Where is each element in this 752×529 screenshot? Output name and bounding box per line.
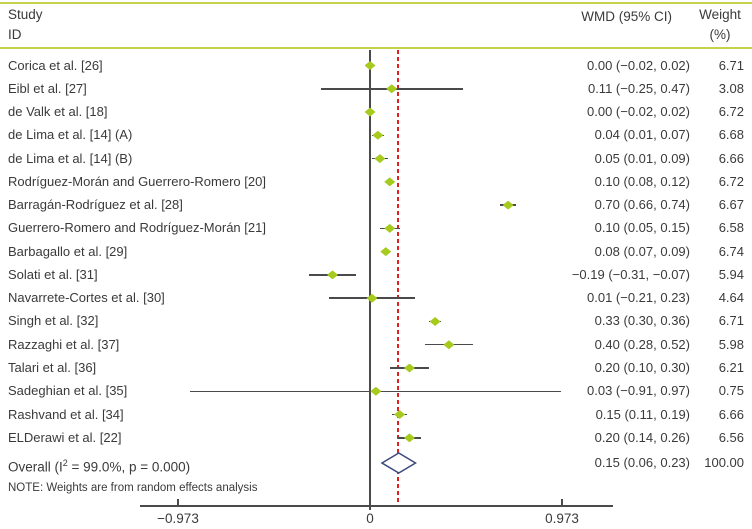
study-row-label: de Valk et al. [18] <box>8 104 108 120</box>
point-estimate-marker <box>366 293 378 303</box>
study-row-label: ELDerawi et al. [22] <box>8 429 122 445</box>
point-estimate-marker <box>384 177 396 187</box>
study-row-label: Talari et al. [36] <box>8 360 97 375</box>
x-axis-tick-positive <box>561 499 563 505</box>
study-row-label: Corica et al. [26] <box>8 57 103 73</box>
overall-weight-value: 100.00 <box>704 455 744 470</box>
point-estimate-marker <box>374 154 386 164</box>
weight-value: 6.68 <box>718 127 744 143</box>
wmd-ci-value: 0.15 (0.11, 0.19) <box>595 406 690 422</box>
wmd-ci-value: 0.20 (0.14, 0.26) <box>594 429 690 445</box>
weight-value: 3.08 <box>718 80 744 96</box>
overall-wmd-value: 0.15 (0.06, 0.23) <box>594 455 690 470</box>
wmd-ci-value: 0.10 (0.05, 0.15) <box>594 220 690 236</box>
point-estimate-marker <box>443 340 455 350</box>
study-row-label: Eibl et al. [27] <box>8 80 87 96</box>
weight-value: 5.98 <box>718 336 744 352</box>
point-estimate-marker <box>403 433 415 443</box>
wmd-ci-value: 0.03 (−0.91, 0.97) <box>587 383 690 399</box>
random-effects-note: NOTE: Weights are from random effects an… <box>8 482 258 494</box>
wmd-ci-value: −0.19 (−0.31, −0.07) <box>571 266 690 282</box>
point-estimate-marker <box>386 84 398 94</box>
point-estimate-marker <box>364 61 376 70</box>
weight-value: 6.72 <box>718 104 744 120</box>
weight-value: 6.56 <box>718 429 744 445</box>
weight-value: 6.74 <box>718 243 744 259</box>
point-estimate-marker <box>364 107 376 117</box>
x-axis-line <box>140 505 613 507</box>
point-estimate-marker <box>403 363 415 373</box>
wmd-ci-value: 0.70 (0.66, 0.74) <box>594 197 690 213</box>
study-row-label: Rashvand et al. [34] <box>8 406 124 422</box>
point-estimate-marker <box>394 410 406 420</box>
point-estimate-marker <box>502 200 514 210</box>
study-row-label: Barragán-Rodríguez et al. [28] <box>8 197 183 213</box>
weight-value: 6.66 <box>718 406 744 422</box>
overall-row-label: Overall (I2 = 99.0%, p = 0.000) <box>8 453 191 475</box>
weight-value: 6.71 <box>718 313 744 329</box>
study-row-label: Guerrero-Romero and Rodríguez-Morán [21] <box>8 220 266 236</box>
weight-value: 6.72 <box>718 173 744 189</box>
x-axis-tick-label: 0 <box>366 511 374 526</box>
weight-value: 5.94 <box>718 266 744 282</box>
study-row-label: Razzaghi et al. [37] <box>8 336 120 352</box>
x-axis-tick-label: −0.973 <box>157 511 199 526</box>
wmd-ci-value: 0.33 (0.30, 0.36) <box>594 313 690 329</box>
column-header-wmd: WMD (95% CI) <box>581 9 672 24</box>
weight-value: 6.67 <box>718 197 744 213</box>
wmd-ci-value: 0.20 (0.10, 0.30) <box>594 360 690 375</box>
wmd-ci-value: 0.10 (0.08, 0.12) <box>594 173 690 189</box>
weight-value: 0.75 <box>718 383 744 399</box>
study-row-label: Rodríguez-Morán and Guerrero-Romero [20] <box>8 173 266 189</box>
overall-diamond-shape <box>380 452 417 474</box>
study-row-label: de Lima et al. [14] (A) <box>8 127 133 143</box>
point-estimate-marker <box>384 223 396 233</box>
weight-value: 6.66 <box>718 150 744 166</box>
study-row-label: de Lima et al. [14] (B) <box>8 150 133 166</box>
overall-diamond <box>380 452 417 474</box>
study-row-label: Navarrete-Cortes et al. [30] <box>8 290 165 306</box>
overall-label-suffix: = 99.0%, p = 0.000) <box>67 459 191 475</box>
study-row-label: Sadeghian et al. [35] <box>8 383 128 399</box>
x-axis-tick-label: 0.973 <box>545 511 579 526</box>
wmd-ci-value: 0.11 (−0.25, 0.47) <box>587 80 690 96</box>
column-header-percent: (%) <box>709 27 731 42</box>
wmd-ci-value: 0.05 (0.01, 0.09) <box>594 150 690 166</box>
study-row-label: Singh et al. [32] <box>8 313 99 329</box>
wmd-ci-value: 0.00 (−0.02, 0.02) <box>587 57 690 73</box>
weight-value: 4.64 <box>718 290 744 306</box>
weight-value: 6.21 <box>718 360 744 375</box>
null-effect-line <box>369 50 371 510</box>
wmd-ci-value: 0.04 (0.01, 0.07) <box>594 127 690 143</box>
point-estimate-marker <box>429 316 441 326</box>
column-header-study: Study <box>8 7 43 22</box>
overall-label-prefix: Overall (I <box>8 459 63 475</box>
point-estimate-marker <box>372 130 384 140</box>
overall-label-superscript: 2 <box>62 458 68 468</box>
study-row-label: Solati et al. [31] <box>8 266 98 282</box>
overall-effect-dashed-line <box>397 50 399 505</box>
wmd-ci-value: 0.00 (−0.02, 0.02) <box>587 104 690 120</box>
point-estimate-marker <box>380 247 392 257</box>
wmd-ci-value: 0.08 (0.07, 0.09) <box>594 243 690 259</box>
wmd-ci-value: 0.01 (−0.21, 0.23) <box>587 290 690 306</box>
column-header-weight: Weight <box>699 7 741 22</box>
wmd-ci-value: 0.40 (0.28, 0.52) <box>594 336 690 352</box>
weight-value: 6.71 <box>718 57 744 73</box>
top-border-line <box>0 2 752 4</box>
x-axis-tick-negative <box>177 499 179 505</box>
column-header-id: ID <box>8 27 22 42</box>
study-row-label: Barbagallo et al. [29] <box>8 243 128 259</box>
point-estimate-marker <box>370 386 382 396</box>
header-separator-line <box>0 47 752 49</box>
weight-value: 6.58 <box>718 220 744 236</box>
point-estimate-marker <box>327 270 338 280</box>
